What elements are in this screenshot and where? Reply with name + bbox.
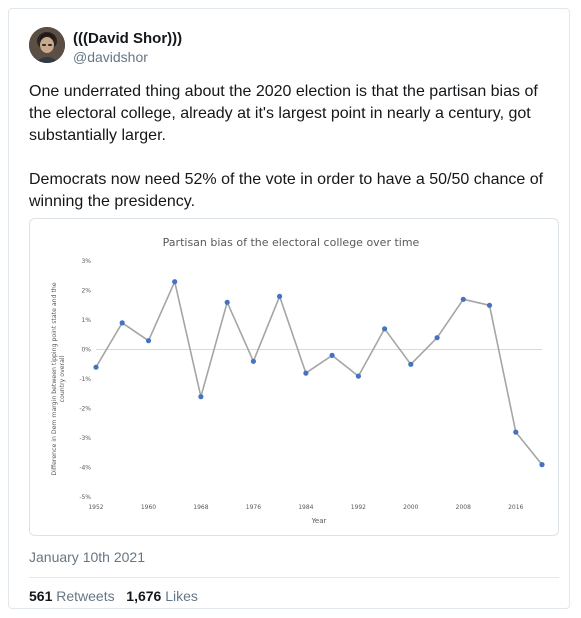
data-point: [434, 335, 440, 341]
data-point: [460, 296, 466, 302]
data-point: [303, 370, 309, 376]
tweet-text: One underrated thing about the 2020 elec…: [29, 83, 544, 210]
y-tick-label: 2%: [81, 288, 91, 295]
retweets-count[interactable]: 561: [29, 588, 53, 604]
x-tick-label: 1952: [88, 504, 103, 511]
line-chart: Partisan bias of the electoral college o…: [51, 236, 545, 525]
y-axis-label: Difference in Dem margin between tipping…: [51, 282, 58, 475]
y-tick-label: -2%: [79, 406, 91, 413]
data-point: [250, 358, 256, 364]
data-point: [119, 320, 125, 326]
tweet-card: (((David Shor))) @davidshor One underrat…: [8, 8, 570, 609]
chart-title: Partisan bias of the electoral college o…: [163, 236, 420, 249]
tweet-stats: 561 Retweets 1,676 Likes: [29, 588, 198, 604]
data-point: [172, 279, 178, 285]
divider: [29, 577, 559, 578]
x-tick-label: 1968: [193, 504, 208, 511]
data-point: [355, 373, 361, 379]
author-display-name[interactable]: (((David Shor))): [73, 30, 183, 47]
x-tick-label: 2016: [508, 504, 523, 511]
y-tick-label: 0%: [81, 347, 91, 354]
x-tick-label: 2008: [456, 504, 471, 511]
data-point: [224, 299, 230, 305]
data-point: [277, 293, 283, 299]
y-tick-label: 1%: [81, 317, 91, 324]
tweet-date[interactable]: January 10th 2021: [29, 549, 145, 565]
data-point: [382, 326, 388, 332]
x-tick-label: 2000: [403, 504, 418, 511]
data-point: [408, 361, 414, 367]
data-point: [513, 429, 519, 435]
data-point: [539, 462, 545, 468]
profile-photo-icon: [29, 27, 65, 63]
data-point: [198, 394, 204, 400]
data-point: [486, 302, 493, 308]
data-point: [145, 338, 152, 344]
x-tick-label: 1984: [298, 504, 313, 511]
y-tick-label: -1%: [79, 376, 91, 383]
chart-image[interactable]: Partisan bias of the electoral college o…: [29, 218, 559, 536]
x-axis-label: Year: [311, 517, 327, 525]
y-axis-label: country overall: [59, 355, 66, 402]
series-line: [95, 280, 543, 466]
likes-count[interactable]: 1,676: [126, 588, 162, 604]
likes-label[interactable]: Likes: [165, 588, 198, 604]
x-tick-label: 1976: [246, 504, 261, 511]
x-tick-label: 1960: [141, 504, 156, 511]
y-tick-label: -3%: [79, 435, 91, 442]
x-tick-label: 1992: [351, 504, 366, 511]
data-point: [329, 352, 335, 358]
y-tick-label: -5%: [79, 494, 91, 501]
avatar[interactable]: [29, 27, 65, 63]
y-tick-label: 3%: [81, 258, 91, 265]
y-tick-label: -4%: [79, 465, 91, 472]
data-point: [93, 364, 99, 370]
retweets-label[interactable]: Retweets: [56, 588, 115, 604]
author-handle[interactable]: @davidshor: [73, 49, 148, 65]
